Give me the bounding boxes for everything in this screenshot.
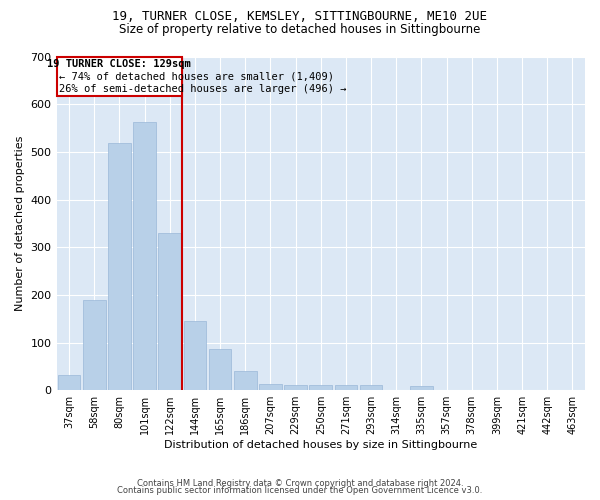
FancyBboxPatch shape <box>56 56 182 96</box>
Text: Contains HM Land Registry data © Crown copyright and database right 2024.: Contains HM Land Registry data © Crown c… <box>137 478 463 488</box>
Bar <box>259 384 282 390</box>
Bar <box>83 300 106 390</box>
Bar <box>335 386 357 390</box>
Bar <box>184 321 206 390</box>
Y-axis label: Number of detached properties: Number of detached properties <box>15 136 25 311</box>
Text: 19, TURNER CLOSE, KEMSLEY, SITTINGBOURNE, ME10 2UE: 19, TURNER CLOSE, KEMSLEY, SITTINGBOURNE… <box>113 10 487 23</box>
Bar <box>360 385 382 390</box>
Bar <box>410 386 433 390</box>
Bar <box>310 386 332 390</box>
Text: 26% of semi-detached houses are larger (496) →: 26% of semi-detached houses are larger (… <box>59 84 347 94</box>
Bar <box>108 144 131 390</box>
Text: ← 74% of detached houses are smaller (1,409): ← 74% of detached houses are smaller (1,… <box>59 72 334 82</box>
Bar <box>133 122 156 390</box>
Bar <box>234 371 257 390</box>
Bar <box>209 348 232 390</box>
Bar <box>158 233 181 390</box>
X-axis label: Distribution of detached houses by size in Sittingbourne: Distribution of detached houses by size … <box>164 440 478 450</box>
Text: 19 TURNER CLOSE: 129sqm: 19 TURNER CLOSE: 129sqm <box>47 59 191 69</box>
Bar <box>58 375 80 390</box>
Text: Size of property relative to detached houses in Sittingbourne: Size of property relative to detached ho… <box>119 22 481 36</box>
Text: Contains public sector information licensed under the Open Government Licence v3: Contains public sector information licen… <box>118 486 482 495</box>
Bar <box>284 386 307 390</box>
